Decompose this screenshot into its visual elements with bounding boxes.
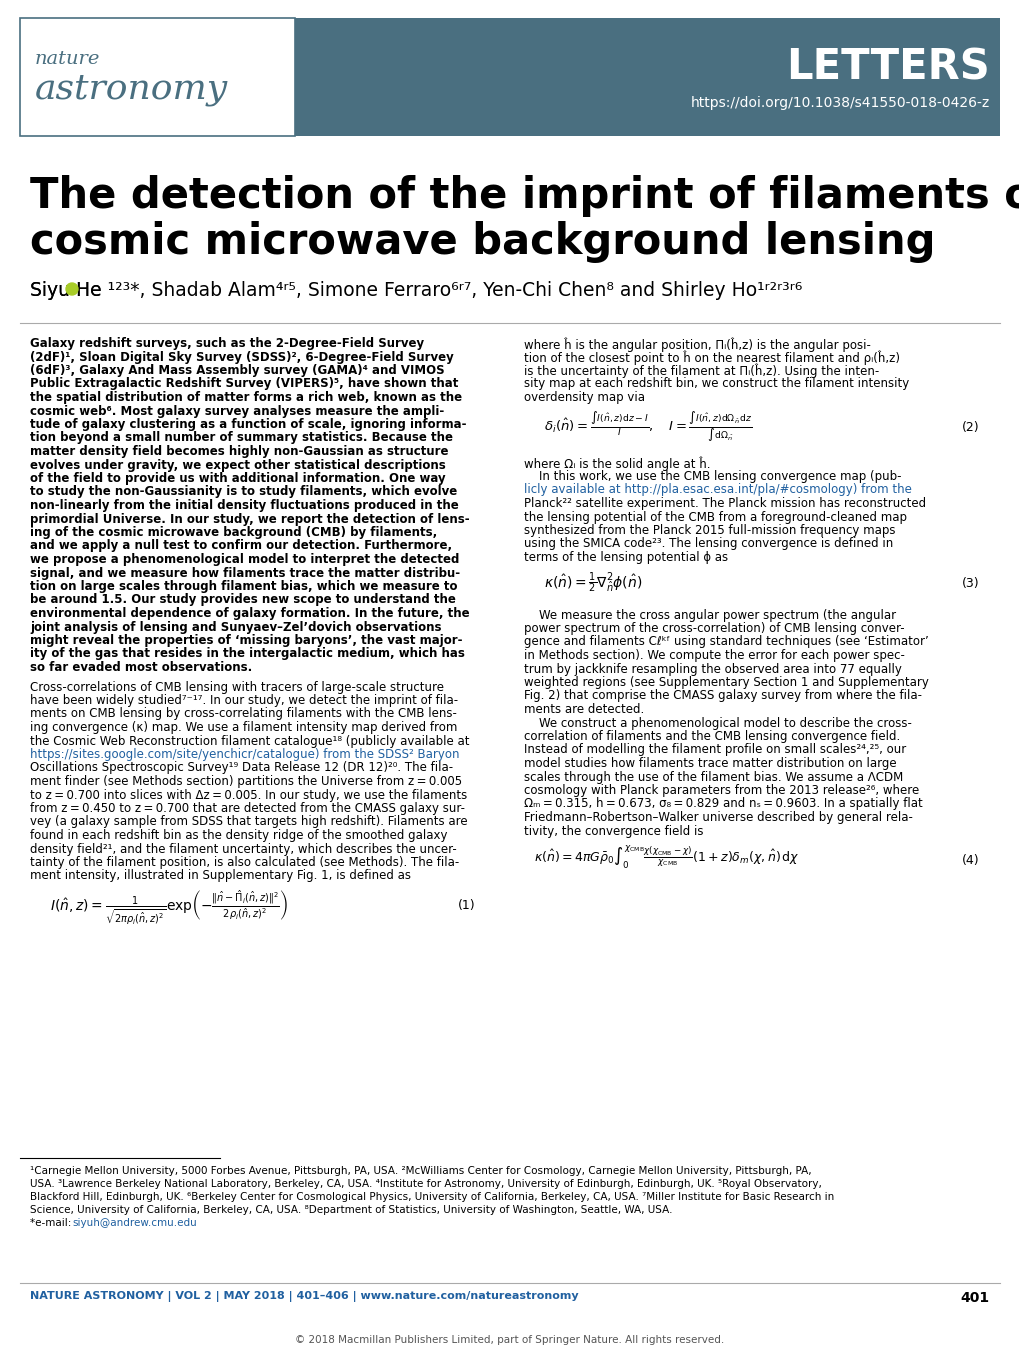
Text: density field²¹, and the filament uncertainty, which describes the uncer-: density field²¹, and the filament uncert… (30, 843, 457, 855)
Text: Ωₘ = 0.315, h = 0.673, σ₈ = 0.829 and nₛ = 0.9603. In a spatially flat: Ωₘ = 0.315, h = 0.673, σ₈ = 0.829 and nₛ… (524, 798, 922, 810)
Text: correlation of filaments and the CMB lensing convergence field.: correlation of filaments and the CMB len… (524, 730, 900, 743)
Text: cosmic web⁶. Most galaxy survey analyses measure the ampli-: cosmic web⁶. Most galaxy survey analyses… (30, 405, 444, 417)
Text: We construct a phenomenological model to describe the cross-: We construct a phenomenological model to… (524, 717, 911, 729)
Text: ment finder (see Methods section) partitions the Universe from z = 0.005: ment finder (see Methods section) partit… (30, 775, 462, 789)
Text: $\kappa(\hat{n}) = 4\pi G\bar{\rho}_0\int_0^{\chi_\mathrm{CMB}} \frac{\chi(\chi_: $\kappa(\hat{n}) = 4\pi G\bar{\rho}_0\in… (534, 844, 799, 871)
Text: scales through the use of the filament bias. We assume a ΛCDM: scales through the use of the filament b… (524, 771, 903, 783)
Text: (2): (2) (962, 420, 979, 434)
Text: Instead of modelling the filament profile on small scales²⁴,²⁵, our: Instead of modelling the filament profil… (524, 744, 905, 756)
Text: is the uncertainty of the filament at Πᵢ(ĥ,z). Using the inten-: is the uncertainty of the filament at Πᵢ… (524, 364, 878, 378)
Text: be around 1.5. Our study provides new scope to understand the: be around 1.5. Our study provides new sc… (30, 593, 455, 607)
Text: might reveal the properties of ‘missing baryons’, the vast major-: might reveal the properties of ‘missing … (30, 634, 462, 646)
Text: Blackford Hill, Edinburgh, UK. ⁶Berkeley Center for Cosmological Physics, Univer: Blackford Hill, Edinburgh, UK. ⁶Berkeley… (30, 1192, 834, 1202)
Text: found in each redshift bin as the density ridge of the smoothed galaxy: found in each redshift bin as the densit… (30, 829, 447, 841)
Circle shape (66, 283, 77, 295)
Text: ity of the gas that resides in the intergalactic medium, which has: ity of the gas that resides in the inter… (30, 648, 465, 660)
Text: https://sites.google.com/site/yenchicr/catalogue) from the SDSS² Baryon: https://sites.google.com/site/yenchicr/c… (30, 748, 459, 762)
Text: Science, University of California, Berkeley, CA, USA. ⁸Department of Statistics,: Science, University of California, Berke… (30, 1205, 672, 1215)
Text: in Methods section). We compute the error for each power spec-: in Methods section). We compute the erro… (524, 649, 904, 663)
Text: joint analysis of lensing and Sunyaev–Zel’dovich observations: joint analysis of lensing and Sunyaev–Ze… (30, 621, 441, 634)
Text: Fig. 2) that comprise the CMASS galaxy survey from where the fila-: Fig. 2) that comprise the CMASS galaxy s… (524, 690, 921, 702)
Text: where Ωᵢ is the solid angle at ĥ.: where Ωᵢ is the solid angle at ĥ. (524, 457, 710, 472)
Text: from z = 0.450 to z = 0.700 that are detected from the CMASS galaxy sur-: from z = 0.450 to z = 0.700 that are det… (30, 802, 465, 814)
Text: siyuh@andrew.cmu.edu: siyuh@andrew.cmu.edu (72, 1218, 197, 1228)
Text: model studies how filaments trace matter distribution on large: model studies how filaments trace matter… (524, 757, 896, 770)
Text: (2dF)¹, Sloan Digital Sky Survey (SDSS)², 6-Degree-Field Survey: (2dF)¹, Sloan Digital Sky Survey (SDSS)²… (30, 351, 453, 363)
Text: so far evaded most observations.: so far evaded most observations. (30, 661, 252, 673)
Text: 401: 401 (960, 1291, 989, 1305)
Text: power spectrum of the cross-correlation) of CMB lensing conver-: power spectrum of the cross-correlation)… (524, 622, 904, 635)
Text: © 2018 Macmillan Publishers Limited, part of Springer Nature. All rights reserve: © 2018 Macmillan Publishers Limited, par… (296, 1335, 723, 1346)
Text: using the SMICA code²³. The lensing convergence is defined in: using the SMICA code²³. The lensing conv… (524, 538, 893, 550)
Text: tude of galaxy clustering as a function of scale, ignoring informa-: tude of galaxy clustering as a function … (30, 417, 466, 431)
Text: https://doi.org/10.1038/s41550-018-0426-z: https://doi.org/10.1038/s41550-018-0426-… (690, 96, 989, 110)
Text: (6dF)³, Galaxy And Mass Assembly survey (GAMA)⁴ and VIMOS: (6dF)³, Galaxy And Mass Assembly survey … (30, 364, 444, 377)
Text: overdensity map via: overdensity map via (524, 392, 644, 404)
Text: $\delta_i(\hat{n}) = \frac{\int I(\hat{n},z)\mathrm{d}z - I}{I},\quad I = \frac{: $\delta_i(\hat{n}) = \frac{\int I(\hat{n… (543, 411, 752, 444)
Text: terms of the lensing potential ϕ as: terms of the lensing potential ϕ as (524, 551, 728, 564)
Text: *e-mail:: *e-mail: (30, 1218, 74, 1228)
Text: LETTERS: LETTERS (786, 46, 989, 88)
Text: Planck²² satellite experiment. The Planck mission has reconstructed: Planck²² satellite experiment. The Planc… (524, 497, 925, 509)
Text: to z = 0.700 into slices with Δz = 0.005. In our study, we use the filaments: to z = 0.700 into slices with Δz = 0.005… (30, 789, 467, 802)
Text: tivity, the convergence field is: tivity, the convergence field is (524, 824, 703, 837)
Text: the spatial distribution of matter forms a rich web, known as the: the spatial distribution of matter forms… (30, 392, 462, 404)
Text: The detection of the imprint of filaments on: The detection of the imprint of filament… (30, 175, 1019, 217)
Text: synthesized from the Planck 2015 full-mission frequency maps: synthesized from the Planck 2015 full-mi… (524, 524, 895, 537)
Text: to study the non-Gaussianity is to study filaments, which evolve: to study the non-Gaussianity is to study… (30, 485, 457, 499)
Text: tainty of the filament position, is also calculated (see Methods). The fila-: tainty of the filament position, is also… (30, 856, 459, 869)
Text: (4): (4) (962, 854, 979, 867)
Text: evolves under gravity, we expect other statistical descriptions: evolves under gravity, we expect other s… (30, 458, 445, 472)
Text: primordial Universe. In our study, we report the detection of lens-: primordial Universe. In our study, we re… (30, 512, 469, 526)
Text: weighted regions (see Supplementary Section 1 and Supplementary: weighted regions (see Supplementary Sect… (524, 676, 928, 688)
Text: matter density field becomes highly non-Gaussian as structure: matter density field becomes highly non-… (30, 444, 448, 458)
Text: USA. ³Lawrence Berkeley National Laboratory, Berkeley, CA, USA. ⁴Institute for A: USA. ³Lawrence Berkeley National Laborat… (30, 1179, 821, 1188)
Text: tion beyond a small number of summary statistics. Because the: tion beyond a small number of summary st… (30, 431, 452, 444)
Text: In this work, we use the CMB lensing convergence map (pub-: In this work, we use the CMB lensing con… (524, 470, 901, 482)
Text: vey (a galaxy sample from SDSS that targets high redshift). Filaments are: vey (a galaxy sample from SDSS that targ… (30, 816, 467, 828)
Text: the lensing potential of the CMB from a foreground-cleaned map: the lensing potential of the CMB from a … (524, 511, 906, 523)
Text: the Cosmic Web Reconstruction filament catalogue¹⁸ (publicly available at: the Cosmic Web Reconstruction filament c… (30, 734, 469, 748)
Text: Siyu He: Siyu He (30, 280, 108, 299)
Text: signal, and we measure how filaments trace the matter distribu-: signal, and we measure how filaments tra… (30, 566, 460, 580)
Text: $\kappa(\hat{n}) = \frac{1}{2}\nabla^2_{\hat{n}}\phi(\hat{n})$: $\kappa(\hat{n}) = \frac{1}{2}\nabla^2_{… (543, 570, 642, 595)
Text: cosmology with Planck parameters from the 2013 release²⁶, where: cosmology with Planck parameters from th… (524, 785, 918, 797)
Text: Public Extragalactic Redshift Survey (VIPERS)⁵, have shown that: Public Extragalactic Redshift Survey (VI… (30, 378, 458, 390)
Text: Friedmann–Robertson–Walker universe described by general rela-: Friedmann–Robertson–Walker universe desc… (524, 812, 912, 824)
Text: $I(\hat{n},z) = \frac{1}{\sqrt{2\pi\rho_i(\hat{n},z)^2}} \exp\!\left(-\frac{\|\h: $I(\hat{n},z) = \frac{1}{\sqrt{2\pi\rho_… (50, 889, 288, 927)
Text: and we apply a null test to confirm our detection. Furthermore,: and we apply a null test to confirm our … (30, 539, 451, 553)
Text: ments are detected.: ments are detected. (524, 703, 644, 715)
Text: ment intensity, illustrated in Supplementary Fig. 1, is defined as: ment intensity, illustrated in Supplemen… (30, 870, 411, 882)
FancyBboxPatch shape (20, 18, 294, 136)
Text: Oscillations Spectroscopic Survey¹⁹ Data Release 12 (DR 12)²⁰. The fila-: Oscillations Spectroscopic Survey¹⁹ Data… (30, 762, 452, 775)
Text: Siyu He ¹²³*, Shadab Alam⁴ʳ⁵, Simone Ferraro⁶ʳ⁷, Yen-Chi Chen⁸ and Shirley Ho¹ʳ²: Siyu He ¹²³*, Shadab Alam⁴ʳ⁵, Simone Fer… (30, 280, 802, 299)
Text: of the field to provide us with additional information. One way: of the field to provide us with addition… (30, 472, 445, 485)
Text: (1): (1) (458, 898, 476, 912)
Text: Galaxy redshift surveys, such as the 2-Degree-Field Survey: Galaxy redshift surveys, such as the 2-D… (30, 337, 424, 350)
Text: tion of the closest point to ĥ on the nearest filament and ρᵢ(ĥ,z): tion of the closest point to ĥ on the ne… (524, 351, 899, 364)
Text: gence and filaments Cℓᵏᶠ using standard techniques (see ‘Estimator’: gence and filaments Cℓᵏᶠ using standard … (524, 635, 928, 649)
Text: tion on large scales through filament bias, which we measure to: tion on large scales through filament bi… (30, 580, 458, 593)
Text: astronomy: astronomy (35, 72, 228, 106)
Text: NATURE ASTRONOMY | VOL 2 | MAY 2018 | 401–406 | www.nature.com/natureastronomy: NATURE ASTRONOMY | VOL 2 | MAY 2018 | 40… (30, 1291, 578, 1302)
Text: licly available at http://pla.esac.esa.int/pla/#cosmology) from the: licly available at http://pla.esac.esa.i… (524, 484, 911, 496)
Text: we propose a phenomenological model to interpret the detected: we propose a phenomenological model to i… (30, 553, 459, 566)
Text: non-linearly from the initial density fluctuations produced in the: non-linearly from the initial density fl… (30, 499, 459, 512)
Text: (3): (3) (962, 576, 979, 589)
Text: We measure the cross angular power spectrum (the angular: We measure the cross angular power spect… (524, 608, 896, 622)
Text: Cross-correlations of CMB lensing with tracers of large-scale structure: Cross-correlations of CMB lensing with t… (30, 680, 443, 694)
Text: nature: nature (35, 50, 100, 68)
Text: environmental dependence of galaxy formation. In the future, the: environmental dependence of galaxy forma… (30, 607, 469, 621)
Text: sity map at each redshift bin, we construct the filament intensity: sity map at each redshift bin, we constr… (524, 378, 908, 390)
Text: ing convergence (κ) map. We use a filament intensity map derived from: ing convergence (κ) map. We use a filame… (30, 721, 457, 734)
Text: cosmic microwave background lensing: cosmic microwave background lensing (30, 221, 934, 263)
Text: trum by jackknife resampling the observed area into 77 equally: trum by jackknife resampling the observe… (524, 663, 901, 676)
Text: ¹Carnegie Mellon University, 5000 Forbes Avenue, Pittsburgh, PA, USA. ²McWilliam: ¹Carnegie Mellon University, 5000 Forbes… (30, 1167, 811, 1176)
Text: ing of the cosmic microwave background (CMB) by filaments,: ing of the cosmic microwave background (… (30, 526, 437, 539)
FancyBboxPatch shape (294, 18, 999, 136)
Text: ments on CMB lensing by cross-correlating filaments with the CMB lens-: ments on CMB lensing by cross-correlatin… (30, 707, 457, 721)
Text: have been widely studied⁷⁻¹⁷. In our study, we detect the imprint of fila-: have been widely studied⁷⁻¹⁷. In our stu… (30, 694, 458, 707)
Text: where ĥ is the angular position, Πᵢ(ĥ,z) is the angular posi-: where ĥ is the angular position, Πᵢ(ĥ,z)… (524, 337, 870, 351)
